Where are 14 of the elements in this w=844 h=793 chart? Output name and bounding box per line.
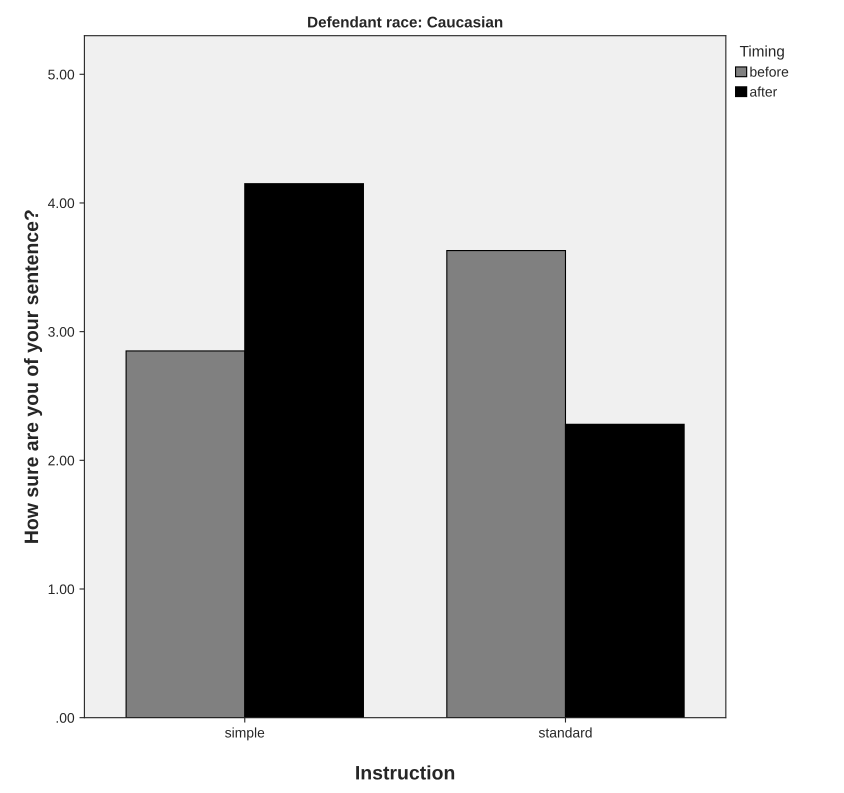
y-tick-label: 5.00 [48,70,74,80]
y-tick-label: 3.00 [48,326,74,337]
chart-title: Defendant race: Caucasian [308,16,502,28]
y-tick-label: .00 [56,713,74,723]
y-tick-label: 4.00 [48,198,74,208]
y-tick-label: 1.00 [48,584,74,594]
y-tick-label: 2.00 [48,456,74,466]
legend-label: after [750,86,778,97]
legend-title: Timing [740,45,784,60]
y-axis-title: How sure are you of your sentence? [24,210,42,543]
x-axis-title: Instruction [356,765,454,780]
x-tick-label: standard [538,727,592,738]
x-tick-label: simple [225,727,264,740]
legend-label: before [750,66,788,77]
